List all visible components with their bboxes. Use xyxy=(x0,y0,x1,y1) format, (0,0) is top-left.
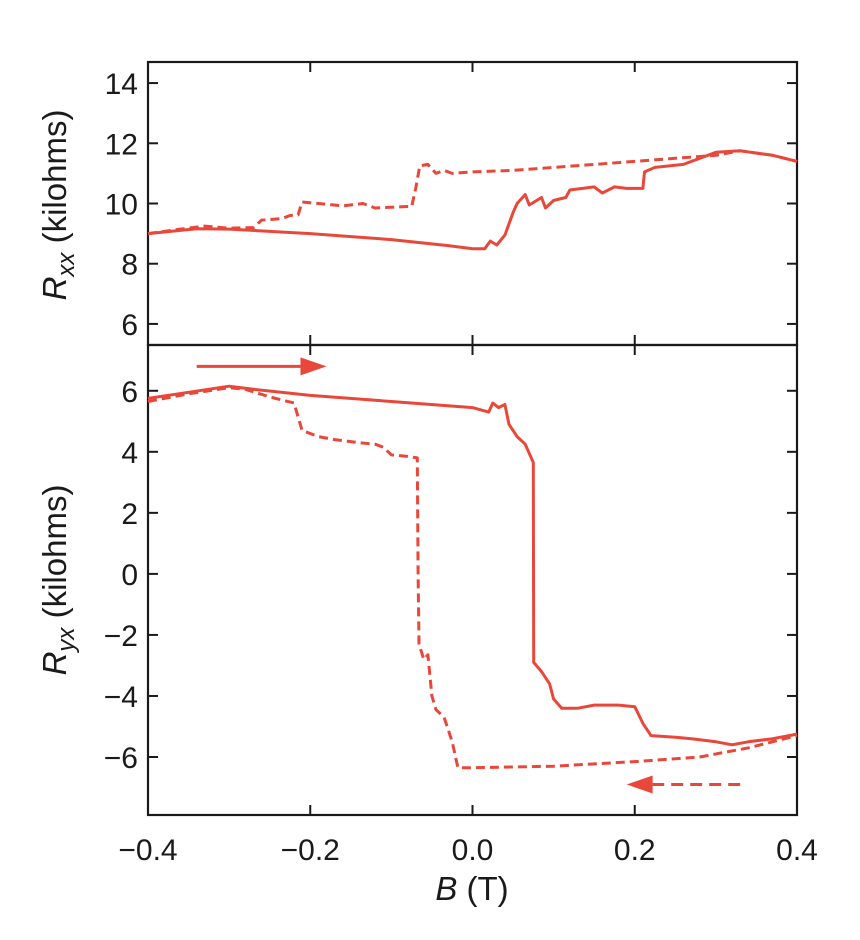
top-ytick-label: 14 xyxy=(105,68,138,101)
xtick-label: −0.4 xyxy=(118,834,177,867)
bottom-ytick-label: −6 xyxy=(104,742,138,775)
bottom-ytick-label: −4 xyxy=(104,681,138,714)
top-ytick-label: 10 xyxy=(105,189,138,222)
bottom-ytick-label: 2 xyxy=(121,498,138,531)
top-plot-frame xyxy=(146,60,799,347)
top-dashed-trace xyxy=(147,149,798,236)
bottom-ytick-label: 6 xyxy=(121,376,138,409)
xtick-label: 0.2 xyxy=(614,834,656,867)
shared-x-axis: −0.4 −0.2 0.0 0.2 0.4 xyxy=(118,834,817,867)
rxx-panel: 6 8 10 12 14 xyxy=(105,60,799,347)
sweep-arrow-right-head xyxy=(300,357,327,376)
bottom-ytick-label: 0 xyxy=(121,559,138,592)
xtick-label: 0.4 xyxy=(776,834,818,867)
bottom-ytick-label: 4 xyxy=(121,437,138,470)
bottom-plot-frame xyxy=(146,343,799,817)
xtick-label: 0.0 xyxy=(452,834,494,867)
ryx-panel: −6 −4 −2 0 2 4 6 xyxy=(104,343,799,817)
bottom-dashed-trace xyxy=(147,386,798,770)
rxx-axis-label: Rxx (kilohms) xyxy=(36,110,80,301)
xtick-label: −0.2 xyxy=(281,834,340,867)
top-solid-trace xyxy=(147,149,798,251)
bottom-solid-trace xyxy=(147,384,798,747)
bottom-ytick-label: −2 xyxy=(104,620,138,653)
ryx-axis-label: Ryx (kilohms) xyxy=(36,485,80,676)
sweep-arrow-left-head xyxy=(626,775,653,794)
x-axis-label: B (T) xyxy=(435,870,508,907)
top-ytick-label: 12 xyxy=(105,128,138,161)
top-ytick-label: 6 xyxy=(121,309,138,342)
top-ytick-label: 8 xyxy=(121,249,138,282)
